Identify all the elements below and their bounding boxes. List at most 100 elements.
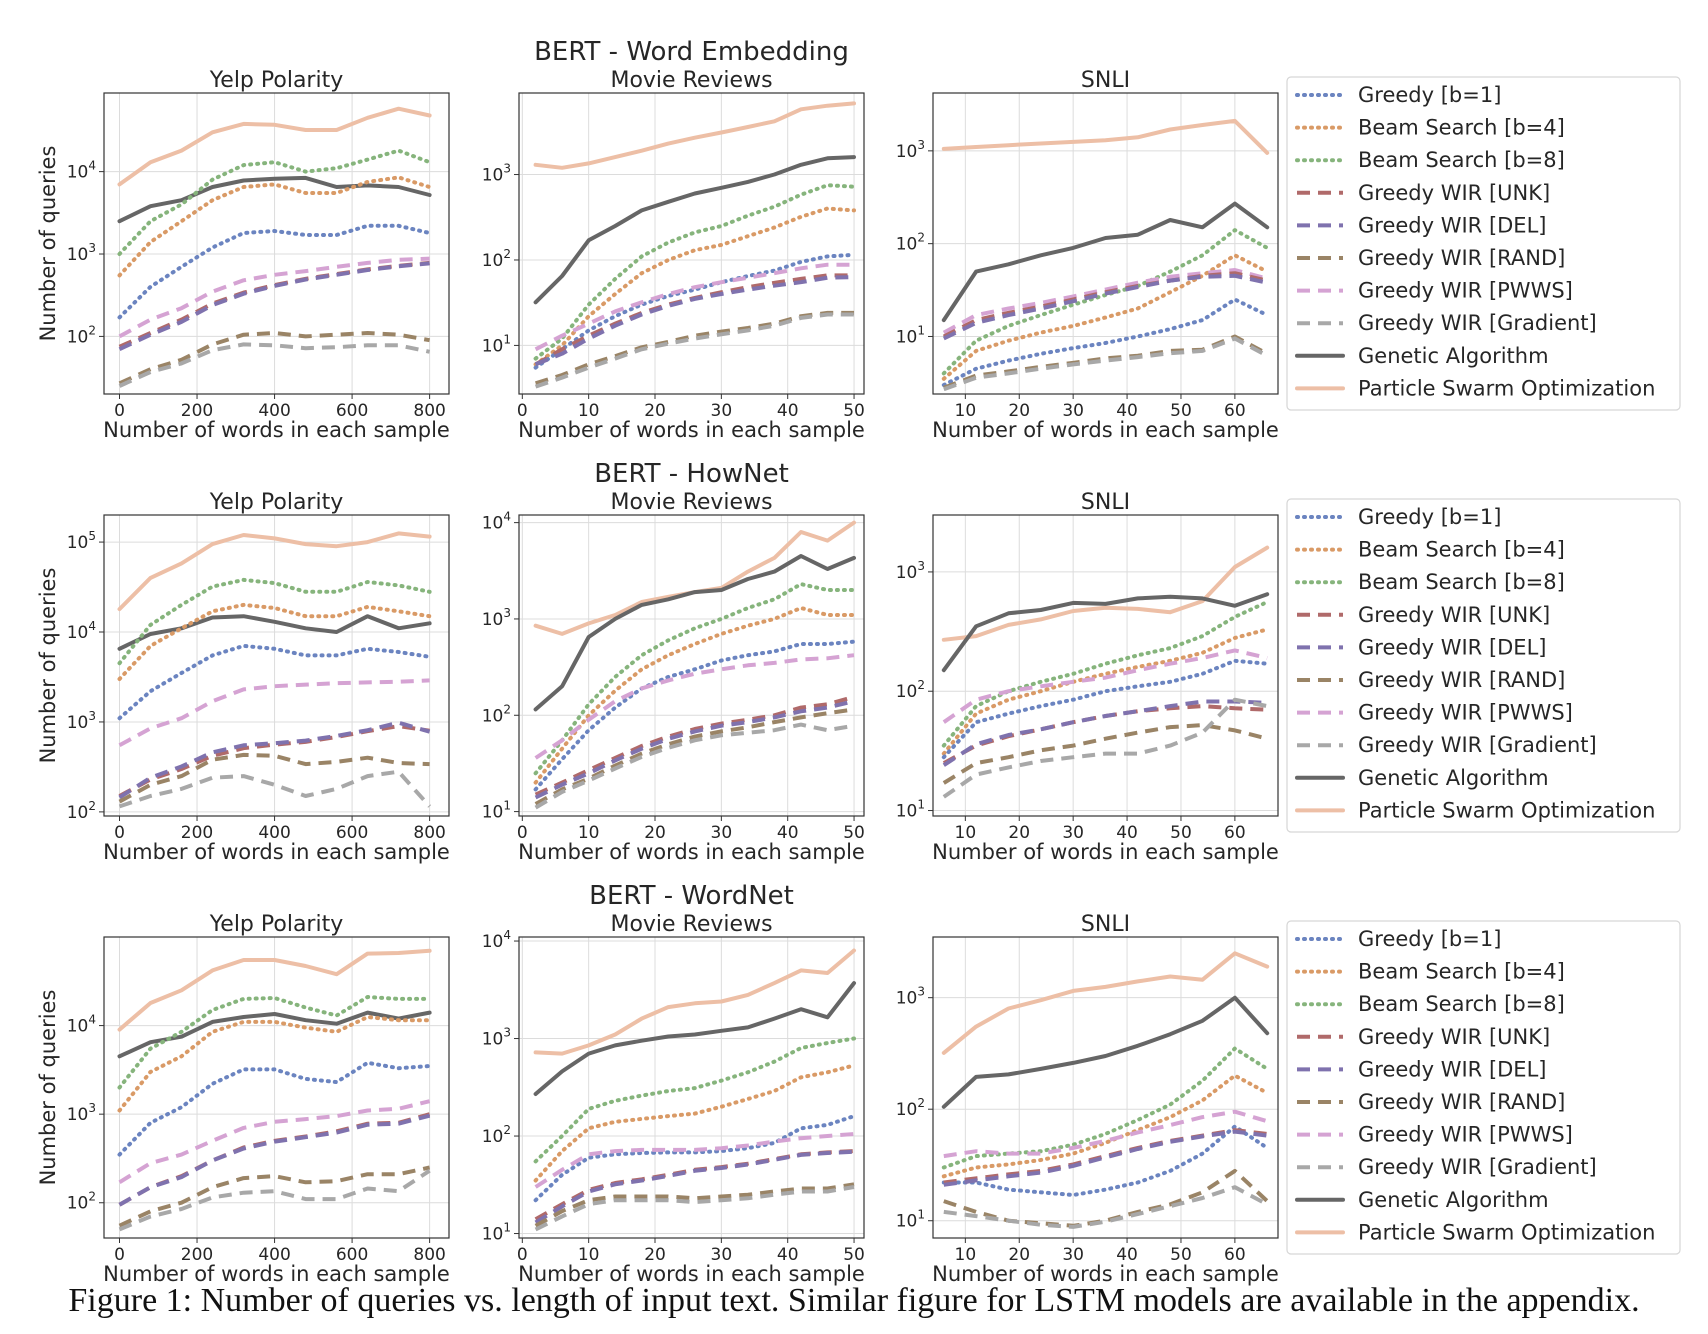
x-tick-label: 400 [258,1245,290,1265]
subplot-title: Movie Reviews [610,68,772,93]
x-tick-label: 30 [1062,401,1084,421]
x-tick-label: 10 [578,823,600,843]
subplot-title: SNLI [1081,68,1130,93]
x-tick-label: 40 [1116,823,1138,843]
series-line [533,582,856,776]
series-line [118,769,432,809]
series-line [533,252,856,370]
subplot-title: Yelp Polarity [209,68,343,93]
series-line [942,697,1268,799]
x-tick-label: 10 [578,1245,600,1265]
y-tick-label: 102 [482,247,511,271]
series-line [534,694,855,797]
x-tick-label: 10 [578,401,600,421]
x-axis-label: Number of words in each sample [103,418,450,442]
x-tick-label: 40 [1116,401,1138,421]
y-tick-label: 103 [896,559,925,583]
chart-panel: 10 20 30 40 50 60 101 102 103 SNLI Number of words… [896,68,1279,442]
x-axis-label: Number of words in each sample [103,1262,450,1286]
series-line [941,658,1270,760]
series-line [533,981,856,1096]
series-line [117,223,432,320]
legend-label: Beam Search [b=4] [1358,960,1565,984]
series-line [117,106,432,187]
series-line [533,1063,856,1183]
legend-label: Greedy WIR [UNK] [1358,181,1550,205]
x-tick-label: 60 [1224,823,1246,843]
y-tick-label: 103 [482,162,511,186]
series-line [533,1114,856,1203]
series-line [117,614,432,651]
series-line [533,183,856,361]
series-line [942,723,1268,785]
series-line [533,1036,856,1164]
y-tick-label: 104 [482,510,511,534]
x-tick-label: 60 [1224,1245,1246,1265]
plot-frame [103,936,450,1239]
series-line [533,606,856,785]
series-line [942,648,1268,724]
x-tick-label: 40 [777,1245,799,1265]
legend-label: Greedy WIR [RAND] [1358,246,1565,270]
series-line [941,297,1270,387]
y-tick-label: 103 [67,1101,96,1125]
subplot-title: SNLI [1081,490,1130,515]
series-line [943,1185,1269,1229]
legend-label: Particle Swarm Optimization [1358,376,1655,400]
series-line [117,1015,432,1113]
y-tick-label: 102 [896,678,925,702]
y-tick-label: 104 [67,619,96,643]
subplot-title: Movie Reviews [610,490,772,515]
legend-frame [1286,498,1681,833]
x-tick-label: 20 [1008,401,1030,421]
y-tick-label: 102 [896,1096,925,1120]
y-axis-label: Number of queries [36,990,60,1186]
series-line [118,1113,431,1207]
legend-label: Greedy WIR [Gradient] [1358,733,1597,757]
x-axis-label: Number of words in each sample [518,418,865,442]
legend-label: Greedy [b=1] [1358,927,1501,951]
y-tick-label: 104 [67,1013,96,1037]
series-line [533,206,856,367]
row-title: BERT - HowNet [594,459,789,489]
series-line [533,554,856,712]
y-tick-label: 103 [482,1026,511,1050]
series-line [118,261,430,352]
legend-label: Greedy WIR [PWWS] [1358,701,1573,725]
subplot-title: SNLI [1081,912,1130,937]
y-tick-label: 103 [896,138,925,162]
x-axis-label: Number of words in each sample [103,840,450,864]
x-tick-label: 30 [1062,1245,1084,1265]
y-tick-label: 103 [896,985,925,1009]
legend-label: Greedy WIR [DEL] [1358,635,1546,659]
chart-panel: 0 10 20 30 40 50 101 102 103 104 Movie ReviewsBERT… [482,881,865,1286]
series-line [941,118,1270,155]
x-tick-label: 0 [114,401,125,421]
x-axis-label: Number of words in each sample [932,840,1279,864]
series-line [534,707,855,806]
subplot-title: Yelp Polarity [209,490,343,515]
y-axis-label: Number of queries [36,568,60,764]
series-line [943,1129,1268,1187]
x-tick-label: 30 [711,401,733,421]
x-axis-label: Number of words in each sample [932,1262,1279,1286]
series-line [941,1124,1270,1197]
series-line [534,722,855,810]
y-tick-label: 103 [67,241,96,265]
legend-label: Greedy WIR [DEL] [1358,213,1546,237]
x-tick-label: 200 [181,401,213,421]
legend-label: Genetic Algorithm [1358,344,1549,368]
x-tick-label: 20 [1008,823,1030,843]
x-tick-label: 800 [413,401,445,421]
row-title: BERT - WordNet [589,881,794,911]
x-tick-label: 200 [181,823,213,843]
x-tick-label: 600 [336,1245,368,1265]
y-tick-label: 102 [482,702,511,726]
chart-panel: 0 200 400 600 800 102 103 104 105 Yelp Polarity Nu… [36,490,450,864]
x-tick-label: 50 [843,1245,865,1265]
y-tick-label: 102 [67,799,96,823]
plot-frame [932,514,1279,817]
y-tick-label: 102 [67,323,96,347]
